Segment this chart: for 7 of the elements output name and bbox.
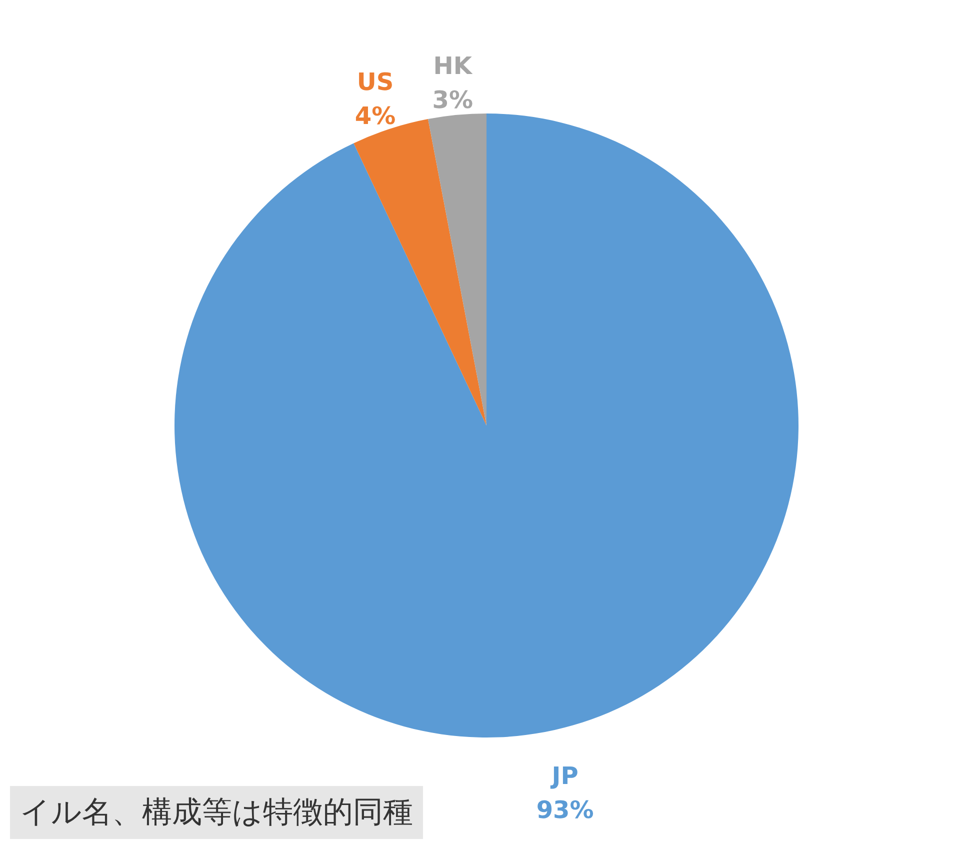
slice-label: US: [356, 68, 394, 96]
text: イル名、構成等は特徴的同種: [10, 786, 423, 839]
data-label: 3%: [432, 86, 473, 114]
data-label: 93%: [536, 796, 594, 824]
data-label: 4%: [354, 102, 396, 130]
slice-label: HK: [433, 52, 474, 80]
slice-label: JP: [550, 762, 578, 790]
